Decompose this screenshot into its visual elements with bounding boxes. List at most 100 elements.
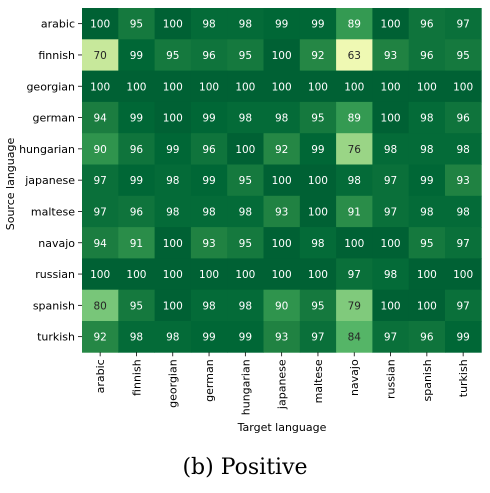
heatmap-cell-maltese-arabic [82,195,119,228]
cell-value-label: 98 [420,206,433,218]
cell-value-label: 100 [199,269,219,281]
heatmap-cell-georgian-navajo [336,70,373,103]
heatmap-cell-german-navajo [336,101,373,134]
y-tick-label: finnish [38,49,75,62]
cell-value-label: 100 [163,113,183,125]
cell-value-label: 98 [275,113,288,125]
heatmap-cell-finnish-georgian [154,39,192,71]
heatmap-cell-german-finnish [118,101,155,134]
heatmap-cell-turkish-turkish [445,321,482,353]
heatmap-cell-arabic-turkish [445,8,482,40]
heatmap-cell-navajo-maltese [299,227,337,259]
heatmap-cell-russian-georgian [154,258,192,291]
cell-value-label: 100 [199,81,219,93]
heatmap-cell-arabic-russian [372,8,410,40]
cell-value-label: 99 [202,175,215,187]
heatmap-cell-hungarian-finnish [118,133,155,165]
heatmap-cell-spanish-russian [372,289,410,322]
x-tick-label: maltese [312,359,325,403]
cell-value-label: 98 [311,238,324,250]
heatmap-cell-spanish-finnish [118,289,155,322]
cell-value-label: 95 [239,50,252,62]
cell-value-label: 99 [130,113,143,125]
heatmap-cell-finnish-hungarian [227,39,264,71]
cell-value-label: 99 [311,19,324,31]
x-tick-label: georgian [167,359,180,408]
heatmap-cell-arabic-finnish [118,8,155,40]
y-tick-label: navajo [38,237,75,250]
heatmap-cell-hungarian-maltese [299,133,337,165]
cell-value-label: 70 [93,50,106,62]
heatmap-cell-arabic-arabic [82,8,119,40]
cell-value-label: 98 [239,300,252,312]
heatmap-cell-navajo-spanish [408,227,446,259]
cell-value-label: 95 [456,50,469,62]
heatmap-cell-maltese-finnish [118,195,155,228]
y-axis-label: Source language [4,138,17,231]
cell-value-label: 100 [417,269,437,281]
heatmap-cell-russian-maltese [299,258,337,291]
heatmap-cell-navajo-turkish [445,227,482,259]
cell-value-label: 100 [272,238,292,250]
heatmap-cell-finnish-german [190,39,228,71]
cell-value-label: 100 [344,81,364,93]
heatmap-cell-japanese-arabic [82,164,119,197]
cell-value-label: 97 [456,238,469,250]
heatmap-cell-russian-japanese [263,258,301,291]
cell-value-label: 93 [275,332,288,344]
heatmap-cell-german-georgian [154,101,192,134]
cell-value-label: 98 [456,206,469,218]
cell-value-label: 92 [275,144,288,156]
heatmap-cell-japanese-maltese [299,164,337,197]
x-tick-label: hungarian [239,359,252,415]
heatmap-cell-finnish-spanish [408,39,446,71]
x-tick-label: russian [385,359,398,399]
cell-value-label: 100 [381,300,401,312]
cell-value-label: 99 [202,332,215,344]
cell-value-label: 100 [453,81,473,93]
heatmap-cell-japanese-navajo [336,164,373,197]
cell-value-label: 100 [272,50,292,62]
cell-value-label: 100 [381,238,401,250]
cell-value-label: 100 [163,300,183,312]
heatmap-cell-japanese-russian [372,164,410,197]
heatmap-cell-finnish-navajo [336,39,373,71]
y-tick-label: maltese [31,205,75,218]
heatmap-cell-turkish-arabic [82,321,119,353]
x-tick-label: japanese [276,359,289,410]
heatmap-cell-navajo-russian [372,227,410,259]
y-tick-label: german [32,112,75,125]
cell-value-label: 96 [420,19,434,31]
heatmap-cell-hungarian-japanese [263,133,301,165]
x-axis: arabic finnish georgian german hungarian japa… [94,352,470,415]
cell-value-label: 99 [130,175,143,187]
heatmap-cell-turkish-spanish [408,321,446,353]
cell-value-label: 97 [93,206,106,218]
cell-value-label: 99 [202,113,215,125]
cell-value-label: 95 [420,238,433,250]
heatmap-cell-spanish-hungarian [227,289,264,322]
heatmap-cell-hungarian-spanish [408,133,446,165]
figure-caption: (b) Positive [182,455,308,480]
heatmap-cell-german-russian [372,101,410,134]
cell-value-label: 100 [235,269,255,281]
cell-value-label: 93 [384,50,397,62]
heatmap-cell-hungarian-russian [372,133,410,165]
heatmap-cell-hungarian-georgian [154,133,192,165]
cell-value-label: 99 [456,332,469,344]
cell-value-label: 96 [456,113,470,125]
heatmap-cell-navajo-japanese [263,227,301,259]
heatmap-cell-russian-spanish [408,258,446,291]
heatmap-cell-arabic-spanish [408,8,446,40]
heatmap-cell-turkish-maltese [299,321,337,353]
heatmap-cell-russian-german [190,258,228,291]
cell-value-label: 99 [130,50,143,62]
x-tick-label: arabic [94,359,107,393]
heatmap-cell-japanese-hungarian [227,164,264,197]
heatmap-cell-turkish-finnish [118,321,155,353]
heatmap-cell-japanese-turkish [445,164,482,197]
cell-value-label: 100 [163,269,183,281]
heatmap-cell-turkish-navajo [336,321,373,353]
cell-value-label: 98 [348,175,361,187]
y-tick-label: arabic [41,18,75,31]
